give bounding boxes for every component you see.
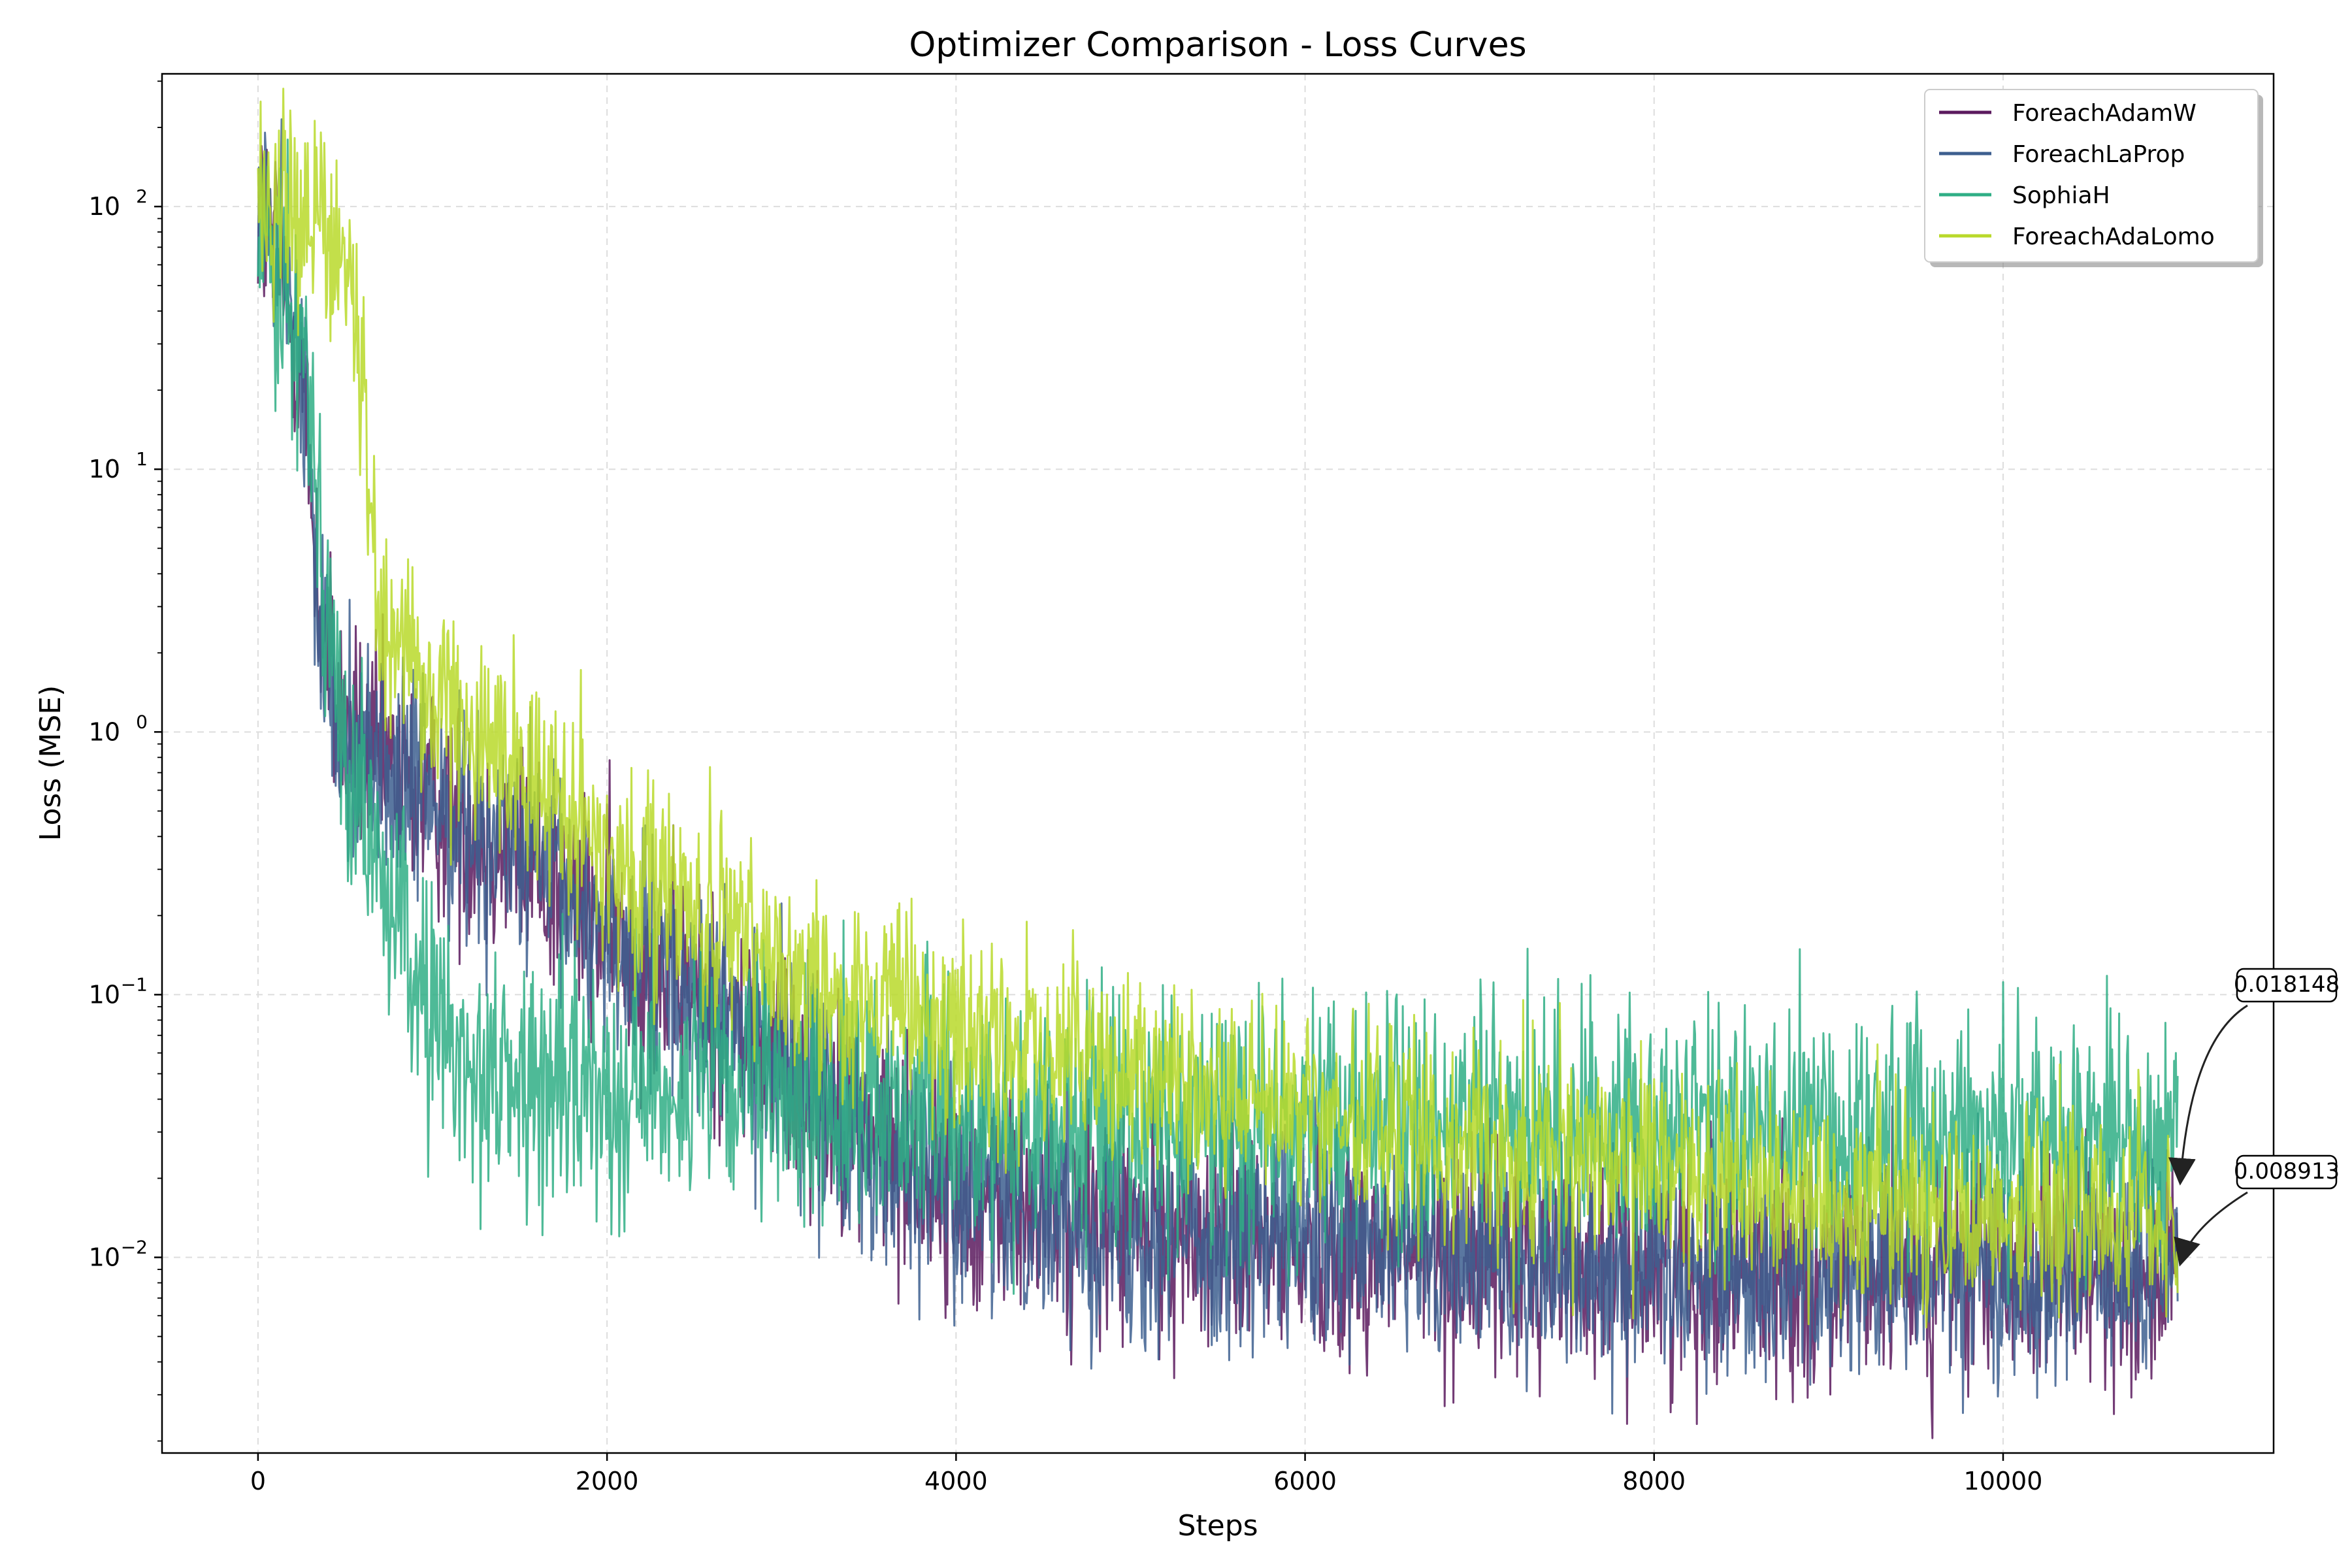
plot-frame <box>161 73 2275 1454</box>
legend-box <box>1924 89 2259 263</box>
annotation-box <box>2236 968 2338 1003</box>
chart-title: Optimizer Comparison - Loss Curves <box>909 25 1526 65</box>
y-tick-label: 10 <box>89 192 120 221</box>
legend-label: ForeachLaProp <box>2012 141 2185 168</box>
y-tick-label: 10 <box>89 455 120 483</box>
x-tick-label: 10000 <box>1964 1467 2043 1495</box>
legend-label: ForeachAdaLomo <box>2012 223 2215 250</box>
y-tick-label: 10 <box>89 980 120 1009</box>
x-tick-label: 0 <box>250 1467 266 1495</box>
grid <box>162 74 2274 1453</box>
legend-label: ForeachAdamW <box>2012 100 2197 127</box>
x-tick-label: 4000 <box>924 1467 988 1495</box>
y-tick-exponent: −2 <box>121 1237 148 1258</box>
x-tick-label: 2000 <box>576 1467 639 1495</box>
y-tick-exponent: 1 <box>136 448 148 470</box>
y-tick-exponent: 0 <box>136 711 148 732</box>
annotation-label: 0.008913 <box>2234 1158 2340 1184</box>
y-tick-label: 10 <box>89 1243 120 1272</box>
annotations: 0.018148 0.008913 <box>2168 968 2340 1267</box>
annotation-arrow <box>2168 1004 2248 1186</box>
y-tick-label: 10 <box>89 717 120 746</box>
x-tick-label: 6000 <box>1273 1467 1337 1495</box>
annotation-label: 0.018148 <box>2234 972 2340 998</box>
legend: ForeachAdamW ForeachLaProp SophiaH ForeachA… <box>1924 89 2263 267</box>
x-axis-label: Steps <box>1177 1509 1258 1543</box>
y-axis-label: Loss (MSE) <box>34 685 67 841</box>
y-tick-exponent: −1 <box>121 973 148 995</box>
x-tick-label: 8000 <box>1622 1467 1686 1495</box>
legend-label: SophiaH <box>2012 182 2110 209</box>
annotation-box <box>2236 1154 2338 1190</box>
y-tick-exponent: 2 <box>136 186 148 207</box>
series-line-3 <box>257 88 2179 1329</box>
annotation-arrow <box>2174 1191 2248 1267</box>
series-group <box>257 88 2179 1439</box>
